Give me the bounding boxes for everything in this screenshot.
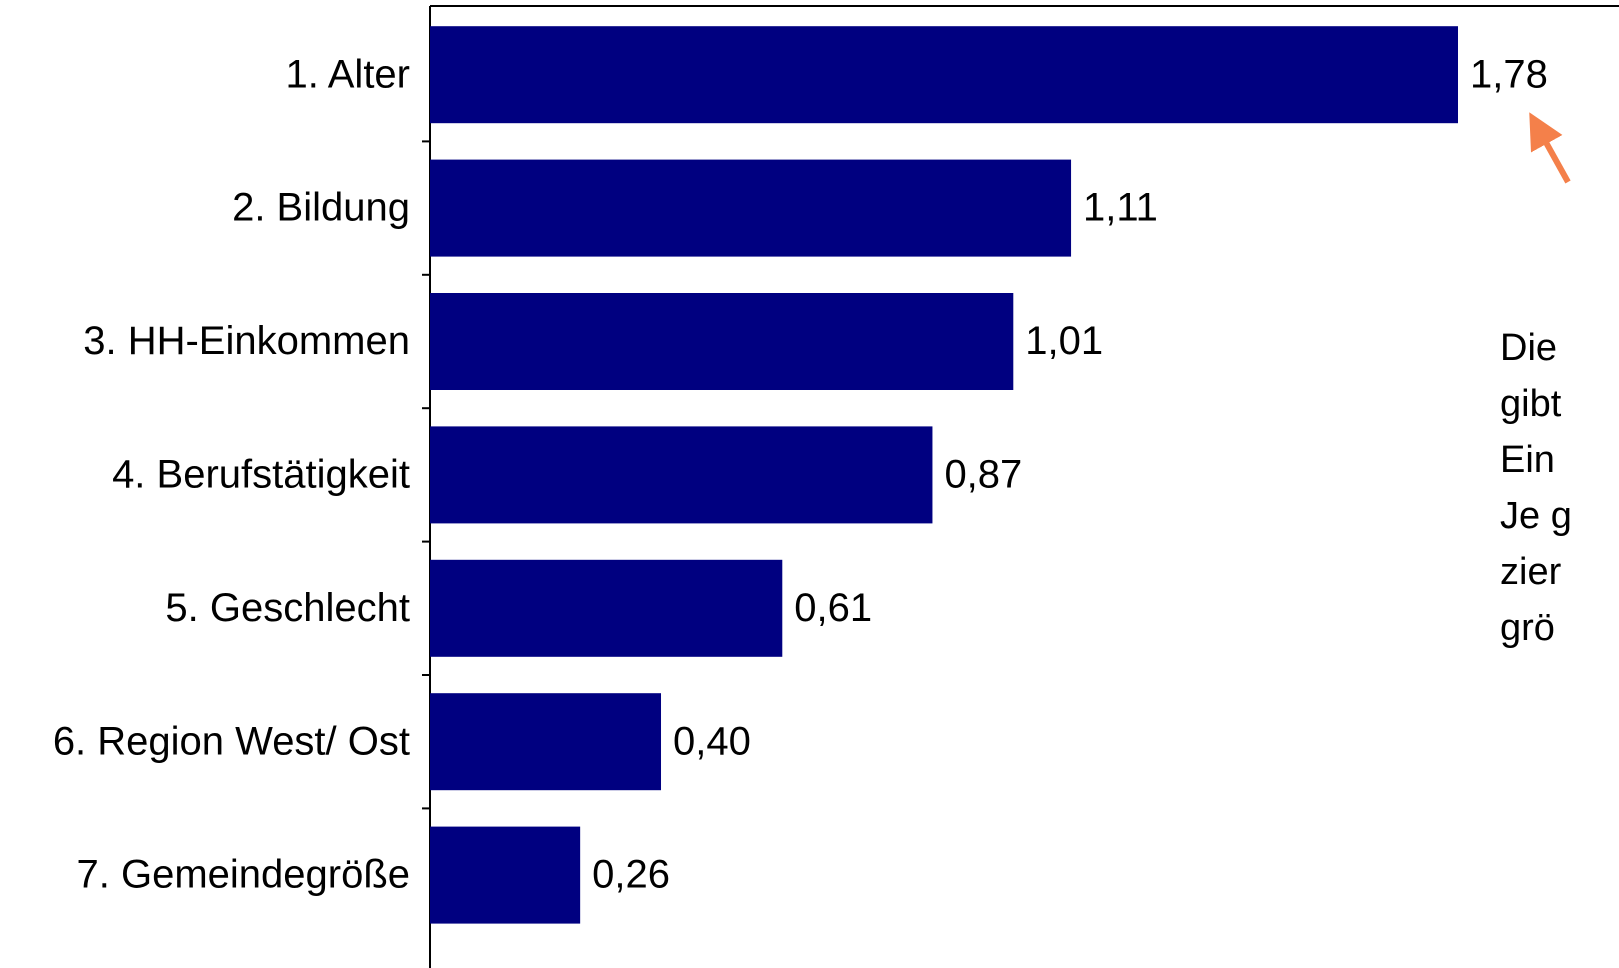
annotation-arrow [1529,112,1571,184]
bar [430,559,783,657]
value-label: 1,78 [1470,52,1548,96]
value-label: 1,01 [1025,319,1103,363]
value-label: 1,11 [1083,186,1158,230]
bar [430,159,1072,257]
annotation-text: Die [1500,327,1557,369]
bar [430,293,1014,390]
value-label: 0,40 [673,719,751,763]
category-label: 5. Geschlecht [165,586,410,630]
annotation-text: zier [1500,551,1562,593]
annotation-text: grö [1500,607,1555,649]
value-label: 0,26 [592,853,670,897]
bar [430,26,1458,124]
category-label: 7. Gemeindegröße [76,853,410,897]
bar [430,826,581,924]
category-label: 1. Alter [285,52,410,96]
category-label: 2. Bildung [232,186,410,230]
annotation-text: Ein [1500,439,1555,481]
value-label: 0,87 [944,452,1022,496]
value-label: 0,61 [794,586,872,630]
bar [430,693,662,791]
category-label: 6. Region West/ Ost [53,719,410,763]
category-label: 4. Berufstätigkeit [112,452,410,496]
category-label: 3. HH-Einkommen [83,319,410,363]
bar [430,426,933,524]
annotation-text: gibt [1500,383,1562,425]
annotation-text: Je g [1500,495,1572,537]
